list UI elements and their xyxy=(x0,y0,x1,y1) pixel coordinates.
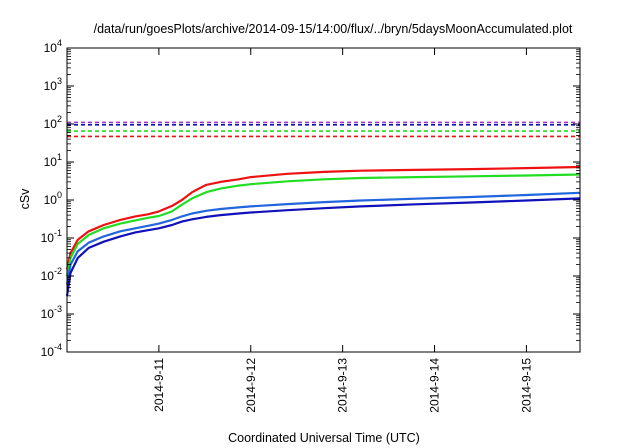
plot-marks xyxy=(65,121,581,297)
y-tick-label: 100 xyxy=(44,190,62,207)
series-line xyxy=(65,173,581,277)
y-tick-label: 10-4 xyxy=(41,342,62,359)
x-tick-label: 2014-9-14 xyxy=(428,358,442,413)
chart-title: /data/run/goesPlots/archive/2014-09-15/1… xyxy=(94,22,573,36)
y-tick-label: 101 xyxy=(44,152,62,169)
x-tick-label: 2014-9-15 xyxy=(519,358,533,413)
y-tick-label: 104 xyxy=(44,38,62,55)
y-tick-label: 10-1 xyxy=(41,228,62,245)
y-axis-label: cSv xyxy=(18,188,32,210)
x-axis-label: Coordinated Universal Time (UTC) xyxy=(228,431,420,445)
plot-frame xyxy=(66,47,581,353)
x-tick-label: 2014-9-11 xyxy=(152,358,166,412)
y-tick-label: 10-2 xyxy=(41,266,62,283)
series-line xyxy=(65,165,581,270)
series-line xyxy=(65,197,581,297)
y-tick-label: 103 xyxy=(44,76,62,93)
x-tick-label: 2014-9-13 xyxy=(336,358,350,413)
y-axis: 10-4 10-3 10-2 10-1 100 101 102 103 104 xyxy=(41,38,580,359)
y-tick-label: 102 xyxy=(44,114,62,131)
x-tick-label: 2014-9-12 xyxy=(244,358,258,413)
series-line xyxy=(65,191,581,285)
y-tick-label: 10-3 xyxy=(41,304,62,321)
x-axis: 2014-9-11 2014-9-12 2014-9-13 2014-9-14 2014… xyxy=(152,48,533,413)
